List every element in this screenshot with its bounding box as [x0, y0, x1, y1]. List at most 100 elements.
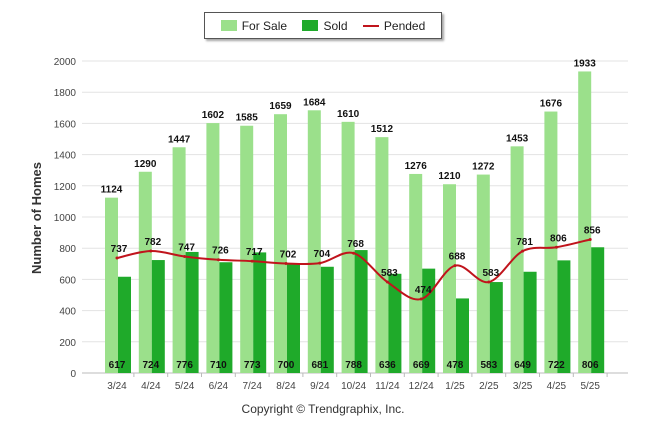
data-label-pended: 704 [313, 249, 330, 260]
data-label-for-sale: 1933 [574, 58, 597, 69]
data-label-for-sale: 1210 [438, 171, 461, 182]
point-pended [385, 280, 389, 284]
data-label-sold: 788 [345, 360, 362, 371]
data-label-pended: 768 [347, 239, 364, 250]
data-label-sold: 806 [582, 360, 599, 371]
bar-sold [591, 247, 605, 373]
data-label-pended: 726 [212, 246, 229, 257]
data-label-for-sale: 1512 [371, 124, 394, 135]
x-tick-label: 2/25 [479, 381, 499, 392]
bar-sold [219, 262, 233, 373]
bar-sold [557, 260, 571, 373]
bar-for-sale [274, 114, 287, 374]
legend-item-sold[interactable]: Sold [302, 18, 348, 33]
data-label-for-sale: 1447 [168, 134, 191, 145]
x-tick-label: 12/24 [409, 381, 434, 392]
point-pended [284, 261, 288, 265]
bar-for-sale [172, 147, 186, 373]
bar-for-sale [578, 71, 592, 374]
point-pended [352, 251, 356, 255]
point-pended [318, 261, 322, 265]
data-label-for-sale: 1453 [506, 133, 529, 144]
point-pended [149, 249, 153, 253]
y-tick-label: 2000 [54, 57, 77, 68]
x-tick-label: 9/24 [310, 381, 330, 392]
x-tick-label: 4/25 [547, 381, 567, 392]
data-label-for-sale: 1124 [101, 185, 123, 196]
y-tick-label: 200 [59, 338, 76, 349]
data-label-pended: 583 [482, 268, 499, 279]
bar-sold [422, 268, 436, 373]
data-label-for-sale: 1585 [236, 113, 259, 124]
data-label-sold: 724 [142, 360, 159, 371]
data-label-sold: 776 [176, 360, 193, 371]
bar-for-sale [510, 146, 524, 373]
data-label-pended: 702 [280, 249, 297, 260]
bar-sold [320, 266, 334, 373]
point-pended [554, 245, 558, 249]
point-pended [588, 237, 592, 241]
point-pended [115, 256, 119, 260]
data-label-sold: 700 [278, 360, 295, 371]
data-label-pended: 782 [144, 237, 161, 248]
bar-sold [523, 271, 537, 373]
x-tick-label: 8/24 [276, 381, 296, 392]
bar-sold [151, 260, 165, 373]
bar-sold [185, 251, 199, 373]
bar-for-sale [476, 174, 490, 373]
data-label-pended: 806 [550, 233, 567, 244]
legend-item-pended[interactable]: Pended [362, 18, 426, 33]
legend-label-sold: Sold [323, 18, 348, 33]
bar-for-sale [443, 184, 456, 373]
y-tick-label: 1000 [54, 213, 77, 224]
data-label-sold: 478 [447, 360, 464, 371]
bar-for-sale [240, 125, 254, 374]
bar-sold [287, 263, 300, 373]
x-tick-label: 5/24 [175, 381, 195, 392]
x-tick-label: 6/24 [209, 381, 229, 392]
x-tick-label: 1/25 [445, 381, 465, 392]
point-pended [183, 254, 187, 258]
y-tick-label: 1600 [54, 119, 77, 130]
data-label-for-sale: 1659 [269, 101, 292, 112]
data-label-for-sale: 1272 [472, 162, 495, 173]
legend-swatch-pended [362, 24, 379, 27]
y-tick-label: 400 [59, 307, 76, 318]
bar-for-sale [375, 137, 389, 373]
data-label-for-sale: 1276 [405, 161, 428, 172]
data-label-pended: 737 [111, 244, 128, 255]
bar-sold [456, 298, 469, 373]
bar-sold [118, 276, 131, 373]
x-tick-label: 10/24 [341, 381, 366, 392]
point-pended [453, 264, 457, 268]
point-pended [487, 280, 491, 284]
y-tick-label: 0 [70, 369, 76, 380]
data-label-pended: 781 [516, 237, 533, 248]
legend-label-for-sale: For Sale [241, 18, 288, 33]
data-label-for-sale: 1684 [303, 97, 326, 108]
y-tick-label: 1800 [54, 88, 77, 99]
data-label-pended: 688 [449, 252, 466, 263]
bar-layer [105, 71, 605, 374]
bar-for-sale [307, 110, 321, 374]
legend-item-for-sale[interactable]: For Sale [220, 18, 288, 33]
legend-label-pended: Pended [383, 18, 426, 33]
bar-for-sale [409, 173, 423, 373]
data-label-for-sale: 1676 [540, 99, 563, 110]
x-axis-ticks: 3/24 4/24 5/24 6/24 7/24 8/24 9/24 10/24 11/24 12… [107, 373, 608, 392]
data-label-sold: 722 [548, 360, 565, 371]
data-label-pended: 583 [381, 268, 398, 279]
point-pended [250, 259, 254, 263]
data-label-pended: 474 [415, 285, 432, 296]
bar-for-sale [341, 121, 355, 373]
bar-for-sale [105, 197, 118, 373]
data-label-pended: 717 [246, 247, 263, 258]
y-tick-label: 600 [59, 275, 76, 286]
data-label-for-sale: 1290 [134, 159, 157, 170]
data-label-pended: 747 [178, 242, 195, 253]
data-label-sold: 649 [514, 360, 531, 371]
y-axis-ticks: 0 200 400 600 800 1000 1200 1400 1600 1800 2000 [54, 57, 77, 380]
bar-sold [253, 252, 267, 373]
